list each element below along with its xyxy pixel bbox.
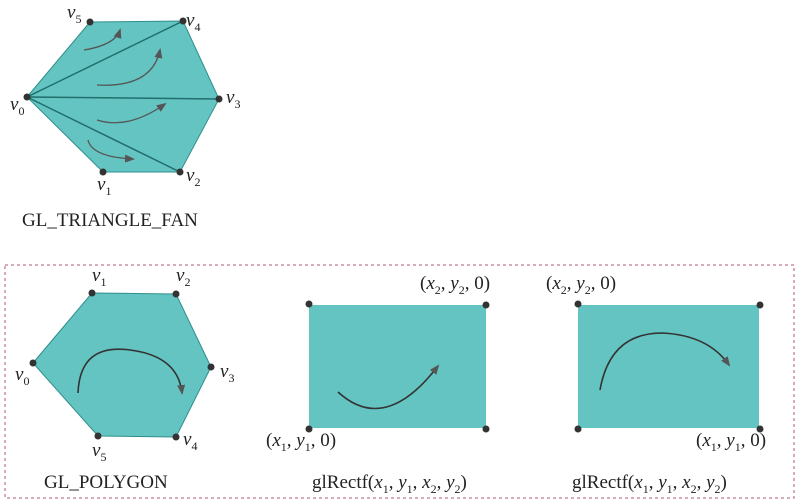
fan-edge-v0-v3 [26, 96, 220, 100]
fan-label-v5: v5 [67, 2, 81, 26]
polygon-vertex-v4 [172, 433, 180, 441]
fan-vertex-v2 [176, 168, 184, 176]
rect1-corner-bl [305, 425, 313, 433]
fan-edge-v0-v4 [26, 20, 184, 98]
polygon-vertex-v5 [94, 432, 102, 440]
polygon-vertex-v1 [88, 289, 96, 297]
polygon-vertex-v0 [29, 359, 37, 367]
polygon-label-v1: v1 [92, 265, 106, 289]
fan-arrow-4 [83, 28, 122, 51]
rect1-corner-tr [482, 301, 490, 309]
rect2-caption: glRectf(x1, y1, x2, y2) [572, 472, 727, 496]
rect1-box [309, 305, 486, 428]
rect2-label-bottom-right: (x1, y1, 0) [696, 430, 766, 454]
rect2-label-top-left: (x2, y2, 0) [546, 273, 616, 297]
rect1-arrow [337, 364, 440, 410]
fan-arrow-1 [87, 139, 135, 163]
rect2-box [578, 305, 759, 428]
polygon-label-v3: v3 [220, 361, 234, 385]
fan-vertex-v3 [215, 95, 223, 103]
fan-label-v4: v4 [186, 10, 200, 34]
rect2-arrow [599, 332, 731, 391]
polygon-vertex-v2 [172, 290, 180, 298]
fan-vertex-v1 [99, 168, 107, 176]
rect1-corner-tl [305, 300, 313, 308]
fan-vertex-v0 [23, 93, 31, 101]
polygon-caption: GL_POLYGON [44, 472, 168, 493]
dashed-frame [4, 264, 795, 499]
fan-vertex-v4 [179, 17, 187, 25]
triangle-fan-figure: v0 v1 v2 v3 v4 v5 GL_TRIANGLE_FAN [10, 2, 240, 231]
rect2-corner-tl [574, 300, 582, 308]
fan-vertex-v5 [86, 18, 94, 26]
fan-label-v0: v0 [10, 94, 24, 118]
rect1-corner-br [482, 425, 490, 433]
polygon-label-v0: v0 [15, 364, 29, 388]
polygon-hexagon [32, 292, 212, 438]
polygon-vertex-v3 [207, 363, 215, 371]
rect2-corner-tr [756, 301, 764, 309]
fan-arrow-2 [96, 102, 167, 124]
rect2-figure: (x2, y2, 0) (x1, y1, 0) glRectf(x1, y1, … [546, 273, 766, 496]
fan-arrow-3 [96, 48, 163, 86]
polygon-label-v2: v2 [176, 265, 190, 289]
rect2-corner-bl [574, 425, 582, 433]
rect2-corner-br [756, 425, 764, 433]
fan-label-v3: v3 [226, 87, 240, 111]
rect1-figure: (x2, y2, 0) (x1, y1, 0) glRectf(x1, y1, … [266, 273, 490, 496]
rect1-label-top-right: (x2, y2, 0) [420, 273, 490, 297]
polygon-label-v4: v4 [183, 429, 197, 453]
rect1-label-bottom-left: (x1, y1, 0) [266, 430, 336, 454]
rect1-caption: glRectf(x1, y1, x2, y2) [312, 472, 467, 496]
polygon-figure: v0 v1 v2 v3 v4 v5 GL_POLYGON [15, 265, 234, 493]
polygon-label-v5: v5 [92, 440, 106, 464]
fan-hexagon [26, 20, 220, 173]
fan-label-v2: v2 [186, 165, 200, 189]
fan-edge-v0-v2 [26, 96, 181, 173]
fan-label-v1: v1 [97, 174, 111, 198]
fan-caption: GL_TRIANGLE_FAN [22, 210, 198, 231]
polygon-arrow [77, 348, 186, 395]
